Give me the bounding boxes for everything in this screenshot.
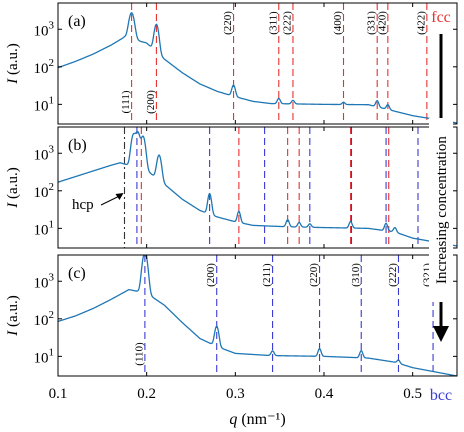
peak-label: (220): [222, 11, 234, 35]
side-annotation: fcc bcc Increasing concentration: [429, 9, 453, 404]
x-axis-label: q (nm⁻¹): [229, 411, 285, 428]
y-tick-label: 101: [34, 218, 55, 238]
peak-label: (211): [261, 263, 273, 287]
peak-label: (311): [267, 11, 279, 35]
y-axis-label: I (a.u.): [5, 167, 21, 208]
x-tick-label: 0.1: [49, 386, 68, 402]
concentration-arrow-label: Increasing concentration: [434, 136, 450, 284]
panel-label: (b): [68, 137, 87, 154]
y-axis-label: I (a.u.): [5, 295, 21, 336]
x-tick-label: 0.3: [226, 386, 245, 402]
plot-frame: [57, 2, 458, 125]
y-tick-label: 101: [34, 94, 55, 114]
x-tick-label: 0.4: [315, 386, 334, 402]
panel-label: (a): [68, 13, 86, 30]
concentration-arrowhead: [433, 326, 449, 342]
peak-label: (420): [376, 11, 388, 35]
panel-a: (111) (200) (220) (311) (222) (400) (331)(420)…: [5, 2, 458, 125]
peak-label: (222): [387, 263, 399, 287]
peak-label: (110): [133, 342, 145, 366]
panel-c: (110)(200) (211) (220) (310) (222) (321)10110…: [5, 254, 458, 377]
panels-layer: (111) (200)(220) (311) (222) (400) (331)(420)…: [5, 2, 458, 377]
y-tick-label: 103: [34, 19, 55, 39]
x-tick-label: 0.2: [137, 386, 156, 402]
peak-label: (200): [205, 263, 217, 287]
annotation-arrowhead: [115, 193, 124, 200]
arrow-label-background: [429, 118, 453, 302]
y-tick-label: 103: [34, 143, 55, 163]
peak-label: (200): [145, 90, 157, 114]
bcc-label: bcc: [430, 387, 452, 404]
intensity-curve: [57, 11, 458, 124]
plot-frame: [57, 254, 458, 377]
plot-frame: [57, 126, 458, 249]
intensity-curve: [57, 255, 458, 377]
x-axis: 0.1 0.2 0.3 0.4 0.5 q (nm⁻¹): [49, 386, 422, 428]
peak-label: (400): [332, 11, 344, 35]
peak-label: (220): [308, 263, 320, 287]
y-tick-label: 102: [34, 57, 55, 77]
panel-b: 101 102 103 I (a.u.) (b) hcp: [5, 126, 458, 249]
peak-label: (310): [350, 263, 362, 287]
x-tick-label: 0.5: [403, 386, 422, 402]
peak-label: (331): [366, 11, 378, 35]
fcc-label: fcc: [431, 9, 451, 26]
y-tick-label: 101: [34, 346, 55, 366]
intensity-curve: [57, 130, 458, 247]
y-tick-label: 102: [34, 309, 55, 329]
y-tick-label: 102: [34, 181, 55, 201]
peak-label: (222): [281, 11, 293, 35]
y-tick-label: 103: [34, 271, 55, 291]
panel-label: (c): [68, 265, 86, 282]
peak-label: (111): [120, 90, 132, 113]
hcp-annotation: hcp: [72, 197, 94, 213]
y-axis-label: I (a.u.): [5, 43, 21, 84]
peak-label: (422): [415, 11, 427, 35]
